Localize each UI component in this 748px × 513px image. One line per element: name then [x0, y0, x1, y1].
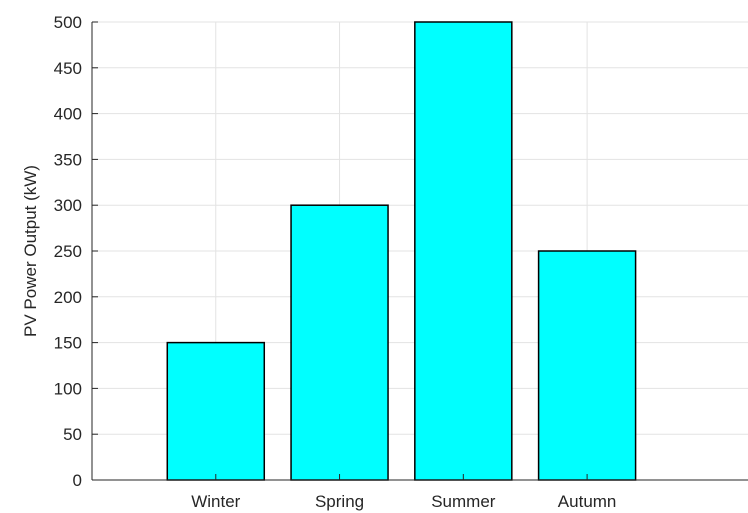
- x-tick-label-spring: Spring: [315, 492, 364, 511]
- y-tick-label: 150: [54, 334, 82, 353]
- y-tick-label: 100: [54, 379, 82, 398]
- bar-winter: [166, 341, 266, 481]
- bar-spring: [290, 204, 389, 481]
- labels-layer: 0 50 100 150 200 250 300 350 400 450 500 Winter Spri…: [54, 13, 617, 511]
- y-tick-label: 250: [54, 242, 82, 261]
- x-tick-label-summer: Summer: [431, 492, 496, 511]
- y-tick-label: 500: [54, 13, 82, 32]
- y-tick-label: 450: [54, 59, 82, 78]
- axes-layer: [91, 21, 748, 481]
- y-axis-title: PV Power Output (kW): [21, 165, 40, 337]
- y-tick-label: 350: [54, 150, 82, 169]
- y-tick-label: 300: [54, 196, 82, 215]
- y-tick-label: 400: [54, 105, 82, 124]
- y-tick-label: 0: [73, 471, 82, 490]
- bar-autumn: [537, 250, 637, 481]
- x-tick-label-autumn: Autumn: [558, 492, 617, 511]
- x-tick-label-winter: Winter: [191, 492, 240, 511]
- bars-layer: [166, 21, 637, 481]
- y-tick-label: 200: [54, 288, 82, 307]
- bar-summer: [414, 21, 513, 481]
- y-tick-label: 50: [63, 425, 82, 444]
